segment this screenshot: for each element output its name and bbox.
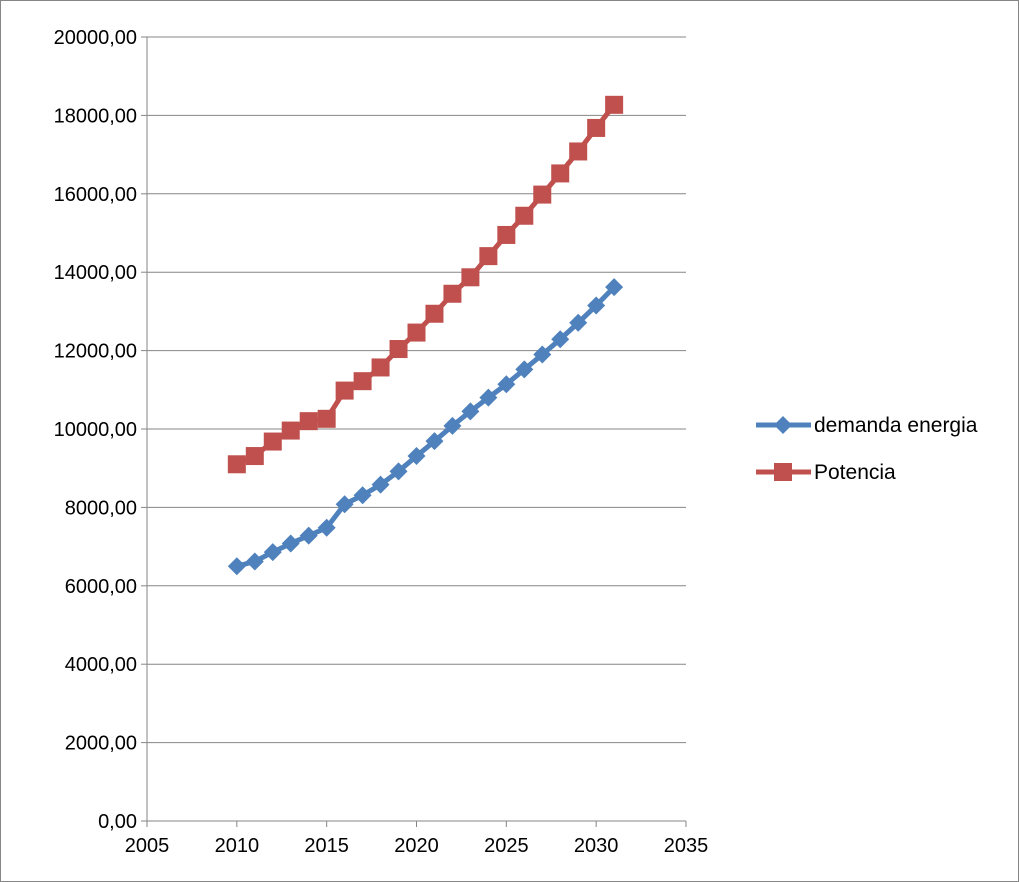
potencia-point — [587, 119, 605, 137]
legend: demanda energia Potencia — [756, 414, 978, 484]
potencia-point — [282, 422, 300, 440]
legend-marker — [774, 463, 792, 481]
potencia-point — [408, 324, 426, 342]
potencia-point — [551, 164, 569, 182]
x-tick-label: 2035 — [664, 835, 709, 857]
x-tick-label: 2015 — [304, 835, 349, 857]
y-tick-label: 10000,00 — [54, 419, 137, 441]
y-axis-tick-labels: 0,00 2000,00 4000,00 6000,00 8000,00 10000,00… — [54, 27, 137, 833]
x-tick-label: 2030 — [574, 835, 619, 857]
potencia-point — [228, 455, 246, 473]
y-tick-label: 14000,00 — [54, 262, 137, 284]
demanda-energia-point — [246, 552, 264, 570]
demanda-energia-point — [264, 543, 282, 561]
potencia-point — [461, 268, 479, 286]
legend-item-potencia: Potencia — [756, 461, 896, 484]
gridlines — [147, 37, 686, 743]
x-tick-label: 2010 — [215, 835, 260, 857]
y-tick-label: 4000,00 — [65, 654, 137, 676]
y-tick-label: 20000,00 — [54, 27, 137, 49]
potencia-point — [479, 247, 497, 265]
y-tick-label: 6000,00 — [65, 576, 137, 598]
potencia-line — [237, 105, 614, 464]
y-tick-label: 2000,00 — [65, 733, 137, 755]
x-tick-label: 2020 — [394, 835, 439, 857]
x-axis-tick-labels: 2005 2010 2015 2020 2025 2030 2035 — [125, 835, 709, 857]
legend-label: demanda energia — [814, 414, 978, 437]
series-potencia — [228, 96, 623, 473]
potencia-point — [569, 142, 587, 160]
demanda-energia-point — [282, 534, 300, 552]
y-tick-label: 0,00 — [98, 811, 137, 833]
potencia-point — [246, 447, 264, 465]
potencia-point — [390, 340, 408, 358]
y-tick-label: 18000,00 — [54, 105, 137, 127]
potencia-point — [533, 186, 551, 204]
potencia-point — [443, 285, 461, 303]
potencia-point — [336, 382, 354, 400]
potencia-point — [372, 358, 390, 376]
demanda-energia-point — [300, 527, 318, 545]
y-tick-label: 12000,00 — [54, 341, 137, 363]
demanda-energia-point — [228, 557, 246, 575]
x-tick-label: 2025 — [484, 835, 529, 857]
plot-series — [228, 96, 623, 575]
axes — [141, 37, 686, 827]
y-tick-label: 8000,00 — [65, 497, 137, 519]
potencia-point — [264, 433, 282, 451]
potencia-point — [425, 305, 443, 323]
y-tick-label: 16000,00 — [54, 184, 137, 206]
potencia-point — [605, 96, 623, 114]
x-tick-label: 2005 — [125, 835, 170, 857]
legend-label: Potencia — [814, 461, 896, 484]
legend-marker — [774, 416, 792, 434]
potencia-point — [497, 226, 515, 244]
potencia-point — [354, 372, 372, 390]
potencia-point — [318, 410, 336, 428]
potencia-point — [515, 207, 533, 225]
legend-item-demanda-energia: demanda energia — [756, 414, 978, 437]
potencia-point — [300, 412, 318, 430]
